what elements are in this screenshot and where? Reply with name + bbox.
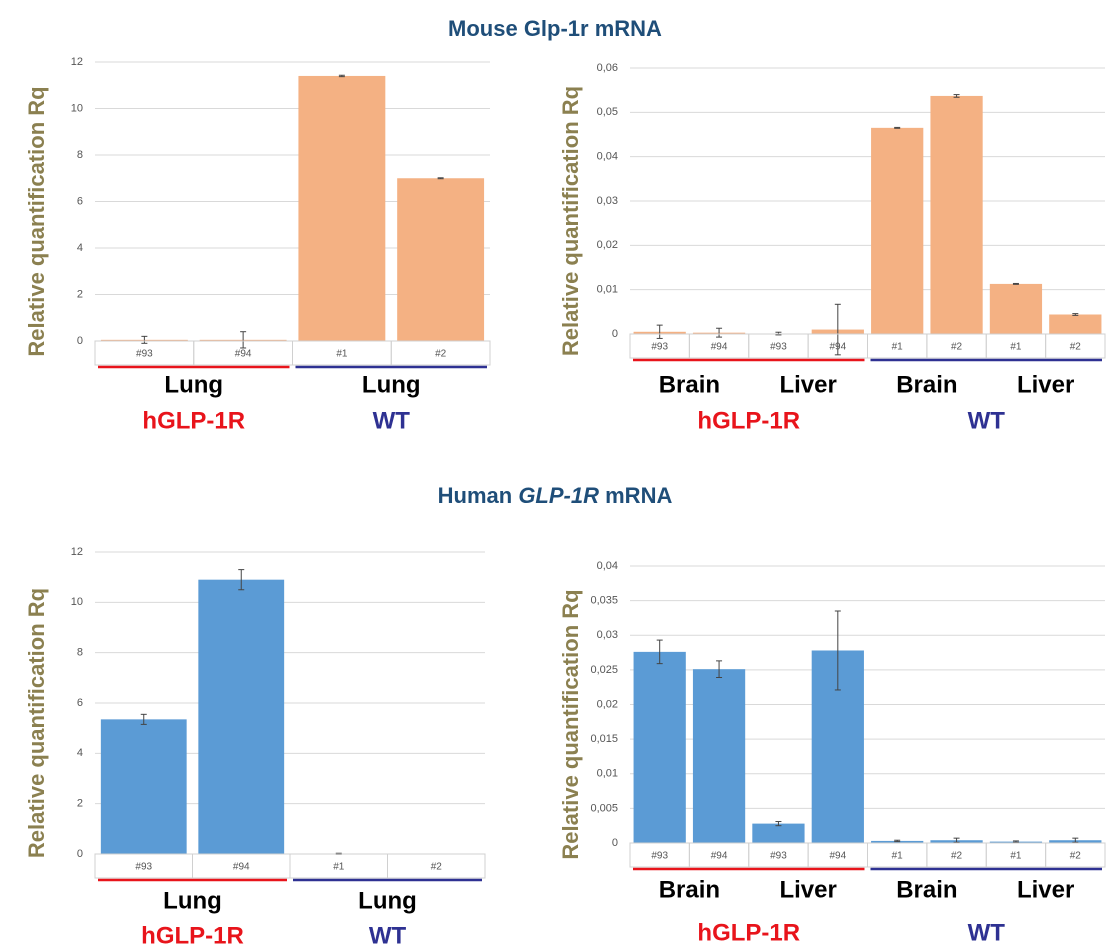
x-tick-label: #94 [711,851,728,862]
group-label: hGLP-1R [697,407,800,434]
x-tick-label: #94 [711,342,728,353]
group-label: WT [373,407,411,434]
tissue-label: Liver [779,876,836,903]
group-label: WT [968,407,1006,434]
x-tick-label: #1 [1010,851,1022,862]
y-tick-label: 0,02 [597,239,618,251]
y-tick-label: 0 [77,848,83,860]
y-tick-label: 0 [612,328,618,340]
x-tick-label: #93 [651,851,668,862]
tissue-label: Brain [659,876,720,903]
x-tick-label: #1 [333,862,345,873]
x-tick-label: #93 [651,342,668,353]
heading-part: GLP-1R [518,483,599,508]
x-tick-label: #2 [951,851,963,862]
bar [692,669,746,843]
y-tick-label: 0 [612,837,618,849]
tissue-label: Liver [779,371,836,398]
x-tick-label: #2 [951,342,963,353]
group-label: hGLP-1R [697,919,800,946]
x-tick-label: #94 [829,851,846,862]
y-tick-label: 0,03 [597,195,618,207]
group-label: WT [968,919,1006,946]
y-axis-label: Relative quantification Rq [24,86,49,356]
y-tick-label: 0,02 [597,698,618,710]
bar [930,95,983,335]
bar [397,178,485,341]
y-tick-label: 0,06 [597,62,618,74]
heading: Mouse Glp-1r mRNA [448,16,662,41]
heading: Human GLP-1R mRNA [438,483,673,508]
bar [989,283,1043,334]
bar [633,651,686,843]
tissue-label: Liver [1017,876,1074,903]
y-tick-label: 6 [77,195,83,207]
x-tick-label: #1 [1010,342,1022,353]
y-tick-label: 0 [77,335,83,347]
category-cell [1045,333,1106,359]
y-tick-label: 0,03 [597,629,618,641]
bar [298,75,386,341]
bar [1049,314,1102,334]
y-tick-label: 10 [71,102,83,114]
tissue-label: Lung [164,371,223,398]
y-tick-label: 2 [77,798,83,810]
group-label: hGLP-1R [142,407,245,434]
y-tick-label: 4 [77,747,83,759]
y-tick-label: 0,04 [597,151,618,163]
x-tick-label: #2 [1070,851,1082,862]
tissue-label: Brain [896,876,957,903]
y-tick-label: 2 [77,288,83,300]
y-tick-label: 12 [71,546,83,558]
tissue-label: Lung [163,887,222,914]
bar [752,823,805,843]
tissue-label: Brain [896,371,957,398]
group-label: WT [369,922,407,949]
x-tick-label: #2 [431,862,443,873]
bar [871,127,924,334]
y-tick-label: 10 [71,596,83,608]
group-label: hGLP-1R [141,922,244,949]
x-tick-label: #1 [892,342,904,353]
x-tick-label: #1 [892,851,904,862]
y-tick-label: 4 [77,242,83,254]
y-axis-label: Relative quantification Rq [24,588,49,858]
y-tick-label: 0,05 [597,106,618,118]
x-tick-label: #94 [829,342,846,353]
tissue-label: Lung [358,887,417,914]
tissue-label: Brain [659,371,720,398]
bar [100,719,187,854]
x-tick-label: #93 [770,342,787,353]
x-tick-label: #94 [233,862,250,873]
x-tick-label: #93 [136,349,153,360]
y-tick-label: 8 [77,149,83,161]
y-tick-label: 0,01 [597,284,618,296]
y-tick-label: 12 [71,56,83,68]
category-cell [390,340,491,366]
x-tick-label: #1 [336,349,348,360]
x-tick-label: #93 [135,862,152,873]
y-axis-label: Relative quantification Rq [558,589,583,859]
tissue-label: Liver [1017,371,1074,398]
heading-part: Human [438,483,513,508]
category-cell [387,853,486,879]
y-axis-label: Relative quantification Rq [558,86,583,356]
y-tick-label: 0,025 [590,664,618,676]
x-tick-label: #94 [235,349,252,360]
x-tick-label: #2 [1070,342,1082,353]
y-tick-label: 0,005 [590,802,618,814]
y-tick-label: 6 [77,697,83,709]
category-cell [1045,842,1106,868]
x-tick-label: #93 [770,851,787,862]
y-tick-label: 0,04 [597,560,618,572]
y-tick-label: 0,035 [590,595,618,607]
tissue-label: Lung [362,371,421,398]
bar [198,579,285,854]
y-tick-label: 8 [77,647,83,659]
y-tick-label: 0,015 [590,733,618,745]
x-tick-label: #2 [435,349,447,360]
y-tick-label: 0,01 [597,768,618,780]
heading-part: mRNA [605,483,672,508]
